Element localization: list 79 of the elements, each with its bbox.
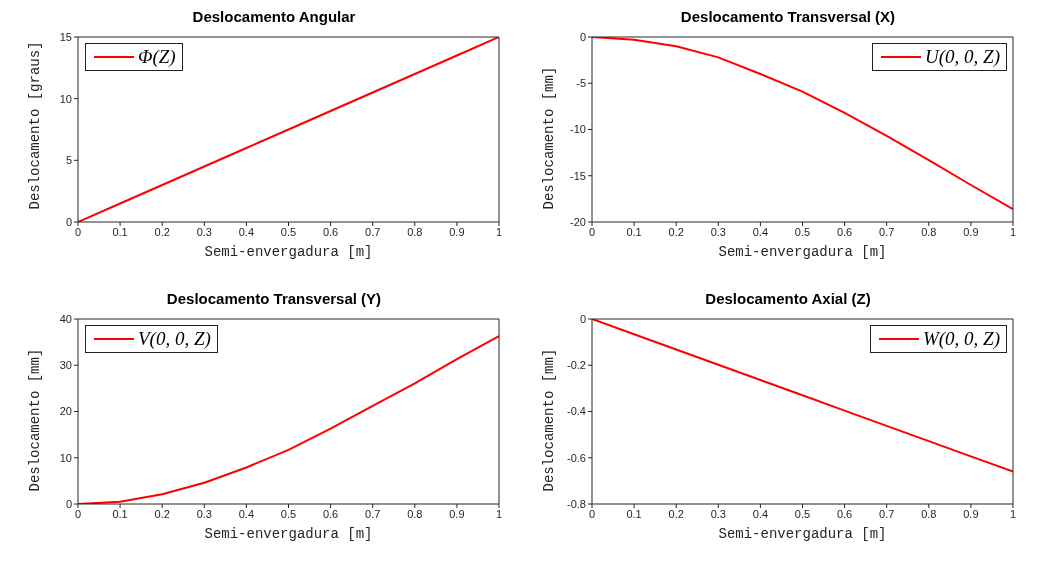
x-axis-title: Semi-envergadura [m]: [718, 526, 887, 542]
x-tick-label: 0.4: [752, 507, 769, 520]
x-tick-label: 0.6: [836, 507, 853, 520]
x-tick-label: 0.1: [626, 225, 642, 238]
x-tick-label: 0.9: [963, 225, 979, 238]
x-tick-label: 0.5: [280, 225, 297, 238]
x-tick-label: 0: [588, 225, 596, 238]
x-axis-title: Semi-envergadura [m]: [204, 244, 373, 260]
x-axis-title: Semi-envergadura [m]: [204, 526, 373, 542]
x-tick-label: 0: [588, 507, 596, 520]
x-tick-label: 0.3: [710, 507, 726, 520]
legend-label: Φ(Z): [138, 46, 176, 68]
x-tick-label: 0.3: [196, 225, 212, 238]
x-tick-label: 0.5: [794, 225, 811, 238]
y-tick-label: -0.2: [567, 359, 586, 372]
x-tick-label: 0.5: [280, 507, 297, 520]
x-tick-label: 1: [495, 225, 503, 238]
x-tick-label: 0.8: [407, 225, 423, 238]
y-tick-label: 0: [65, 215, 72, 228]
x-tick-label: 0.5: [794, 507, 811, 520]
x-tick-label: 0.1: [112, 507, 128, 520]
y-axis-title: Deslocamento [mm]: [540, 66, 557, 210]
chart-title: Deslocamento Transversal (Y): [165, 290, 383, 309]
y-tick-label: 10: [59, 451, 72, 464]
x-tick-label: 0.1: [112, 225, 128, 238]
y-tick-label: 10: [59, 92, 72, 105]
y-tick-label: -20: [570, 215, 586, 228]
y-tick-label: 0: [579, 30, 586, 43]
y-tick-label: 5: [65, 154, 72, 167]
x-tick-label: 0: [74, 507, 82, 520]
x-tick-label: 0.2: [668, 507, 684, 520]
y-axis-title: Deslocamento [mm]: [26, 348, 43, 492]
y-tick-label: 40: [59, 312, 72, 325]
x-tick-label: 0.2: [668, 225, 684, 238]
y-tick-label: -10: [570, 123, 586, 136]
x-tick-label: 0.7: [365, 507, 381, 520]
x-tick-label: 0.9: [449, 507, 465, 520]
y-tick-label: 15: [59, 30, 72, 43]
x-tick-label: 0.3: [710, 225, 726, 238]
x-tick-label: 0.6: [322, 225, 339, 238]
y-tick-label: -5: [576, 77, 586, 90]
y-axis-title: Deslocamento [graus]: [26, 41, 43, 210]
y-tick-label: 0: [579, 312, 586, 325]
x-tick-label: 0.4: [238, 507, 255, 520]
y-tick-label: -0.8: [567, 497, 586, 510]
chart-title: Deslocamento Transversal (X): [679, 8, 897, 27]
x-tick-label: 0.2: [154, 225, 170, 238]
x-axis-title: Semi-envergadura [m]: [718, 244, 887, 260]
x-tick-label: 0.8: [407, 507, 423, 520]
y-tick-label: -0.6: [567, 451, 586, 464]
x-tick-label: 0.4: [238, 225, 255, 238]
y-tick-label: -15: [570, 169, 586, 182]
x-tick-label: 0.8: [921, 507, 937, 520]
legend-label: V(0, 0, Z): [138, 328, 211, 350]
x-tick-label: 1: [1009, 225, 1017, 238]
y-tick-label: 0: [65, 497, 72, 510]
x-tick-label: 0: [74, 225, 82, 238]
y-axis-title: Deslocamento [mm]: [540, 348, 557, 492]
legend-label: W(0, 0, Z): [922, 328, 1000, 350]
x-tick-label: 0.6: [836, 225, 853, 238]
x-tick-label: 0.7: [879, 507, 895, 520]
chart-title: Deslocamento Axial (Z): [704, 290, 872, 309]
x-tick-label: 1: [495, 507, 503, 520]
x-tick-label: 0.3: [196, 507, 212, 520]
legend-label: U(0, 0, Z): [925, 46, 1000, 68]
y-tick-label: -0.4: [567, 405, 586, 418]
x-tick-label: 0.7: [365, 225, 381, 238]
x-tick-label: 0.7: [879, 225, 895, 238]
x-tick-label: 0.1: [626, 507, 642, 520]
x-tick-label: 0.4: [752, 225, 769, 238]
y-tick-label: 30: [59, 359, 72, 372]
x-tick-label: 0.8: [921, 225, 937, 238]
x-tick-label: 0.6: [322, 507, 339, 520]
chart-title: Deslocamento Angular: [191, 8, 357, 27]
x-tick-label: 1: [1009, 507, 1017, 520]
x-tick-label: 0.9: [449, 225, 465, 238]
x-tick-label: 0.9: [963, 507, 979, 520]
x-tick-label: 0.2: [154, 507, 170, 520]
y-tick-label: 20: [59, 405, 72, 418]
